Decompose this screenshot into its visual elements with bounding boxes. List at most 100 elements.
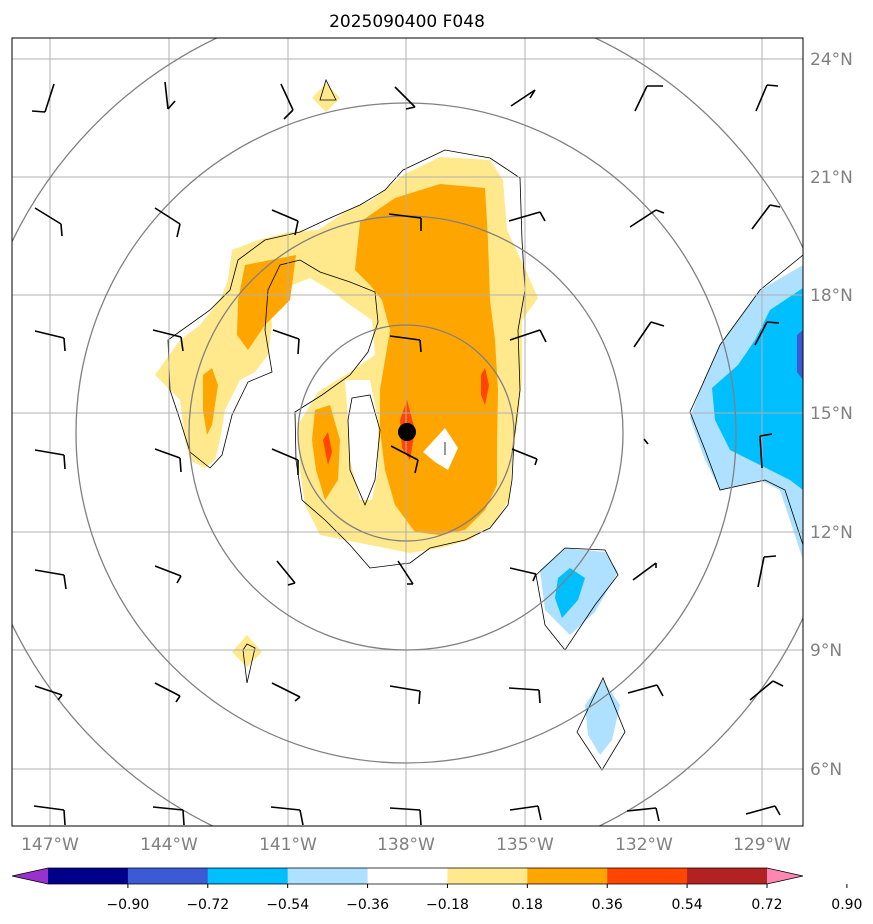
range-ring-3	[75, 102, 737, 764]
lon-label: 147°W	[21, 835, 79, 855]
lat-labels: 24°N 21°N 18°N 15°N 12°N 9°N 6°N	[810, 50, 853, 780]
colorbar-segment	[607, 868, 688, 884]
contour-line-neg-south2	[576, 677, 626, 771]
colorbar-segment	[447, 868, 528, 884]
filled-contours	[155, 83, 803, 755]
wind-barb	[632, 562, 657, 581]
map-plot-area	[12, 38, 803, 826]
lon-label: 138°W	[377, 835, 435, 855]
wind-barb	[152, 806, 185, 826]
lon-label: 132°W	[615, 835, 673, 855]
positive-contour-high-2	[481, 368, 489, 405]
wind-barb	[634, 85, 663, 112]
wind-barb	[154, 207, 181, 238]
wind-barb	[626, 807, 660, 822]
wind-barb	[751, 204, 781, 230]
wind-barb	[31, 83, 55, 113]
contour-line-south	[242, 643, 256, 684]
contour-line-neg-south	[535, 547, 619, 651]
wind-barb	[388, 213, 422, 231]
colorbar-segment	[367, 868, 448, 884]
wind-barb	[745, 805, 781, 816]
lat-label: 24°N	[810, 50, 853, 70]
wind-barb	[34, 449, 66, 470]
wind-barb	[509, 805, 542, 821]
colorbar-tick-label: −0.72	[186, 897, 229, 913]
wind-barbs	[31, 81, 784, 826]
colorbar-segment	[527, 868, 608, 884]
lat-label: 18°N	[810, 286, 853, 306]
wind-barb	[633, 321, 665, 348]
negative-east-dark	[797, 330, 803, 380]
wind-barb	[629, 209, 665, 228]
wind-barb	[755, 84, 779, 112]
center-cutout	[423, 428, 458, 470]
wind-barb	[271, 448, 299, 475]
wind-barb	[627, 684, 664, 697]
positive-contour-high-3	[323, 432, 332, 465]
colorbar-tick-label: 0.90	[831, 897, 862, 913]
colorbar-tick-label: −0.90	[106, 897, 149, 913]
lat-label: 9°N	[810, 641, 842, 661]
wind-barb	[270, 806, 304, 826]
wind-barb	[276, 560, 296, 586]
wind-barb	[397, 560, 414, 585]
positive-contour-mid-west	[237, 255, 296, 350]
colorbar-segment	[687, 868, 768, 884]
colorbar	[11, 867, 804, 885]
wind-barb	[154, 565, 182, 584]
figure-title: 2025090400 F048	[329, 12, 485, 32]
colorbar-extend-high	[767, 868, 803, 884]
wind-barb	[164, 81, 176, 110]
contour-line-inner	[347, 394, 381, 507]
wind-barb	[509, 329, 547, 343]
colorbar-outline	[11, 867, 804, 885]
wind-barb	[154, 448, 182, 473]
colorbar-tick-label: −0.54	[266, 897, 309, 913]
wind-barb	[394, 86, 416, 110]
positive-contour-mid-w2	[203, 368, 218, 435]
wind-barb	[280, 83, 294, 120]
wind-barb	[508, 211, 546, 222]
wind-barb	[389, 335, 422, 353]
wind-barb	[271, 209, 299, 236]
wind-barb	[34, 569, 67, 590]
lat-label: 6°N	[810, 760, 842, 780]
lon-label: 135°W	[496, 835, 554, 855]
wind-barb	[754, 321, 780, 346]
wind-barb	[757, 555, 777, 588]
wind-barb	[389, 807, 422, 826]
lon-label: 144°W	[140, 835, 198, 855]
colorbar-tick-label: −0.36	[346, 897, 389, 913]
colorbar-tick-label: 0.36	[592, 897, 623, 913]
colorbar-tick-label: 0.18	[512, 897, 543, 913]
negative-east-mid	[712, 288, 803, 490]
colorbar-labels: −0.90 −0.72 −0.54 −0.36 −0.18 0.18 0.36 0.54 0.7…	[106, 884, 862, 913]
wind-barb	[34, 207, 63, 237]
positive-contour-mid	[355, 184, 498, 535]
wind-barb	[508, 687, 541, 704]
small-positive-south	[232, 635, 262, 667]
plot-frame	[11, 37, 804, 827]
lat-label: 15°N	[810, 404, 853, 424]
colorbar-tick-label: 0.72	[751, 897, 782, 913]
negative-south-mid	[555, 568, 585, 618]
colorbar-tick-label: −0.18	[426, 897, 469, 913]
lat-label: 12°N	[810, 523, 853, 543]
lon-labels: 147°W 144°W 141°W 138°W 135°W 132°W 129°…	[21, 835, 791, 855]
wind-barb	[33, 805, 66, 826]
wind-barb	[34, 685, 63, 701]
colorbar-segment	[207, 868, 289, 884]
wind-barb	[510, 89, 536, 107]
wind-barb	[154, 682, 181, 703]
wind-barb	[390, 445, 419, 474]
wind-barb	[271, 682, 301, 702]
contour-line-neg-east	[689, 254, 803, 546]
wind-barb	[749, 680, 784, 701]
lon-label: 141°W	[259, 835, 317, 855]
negative-south2-light	[585, 680, 620, 755]
lon-label: 129°W	[733, 835, 791, 855]
wind-barb	[509, 567, 537, 582]
small-positive-north	[312, 83, 340, 112]
